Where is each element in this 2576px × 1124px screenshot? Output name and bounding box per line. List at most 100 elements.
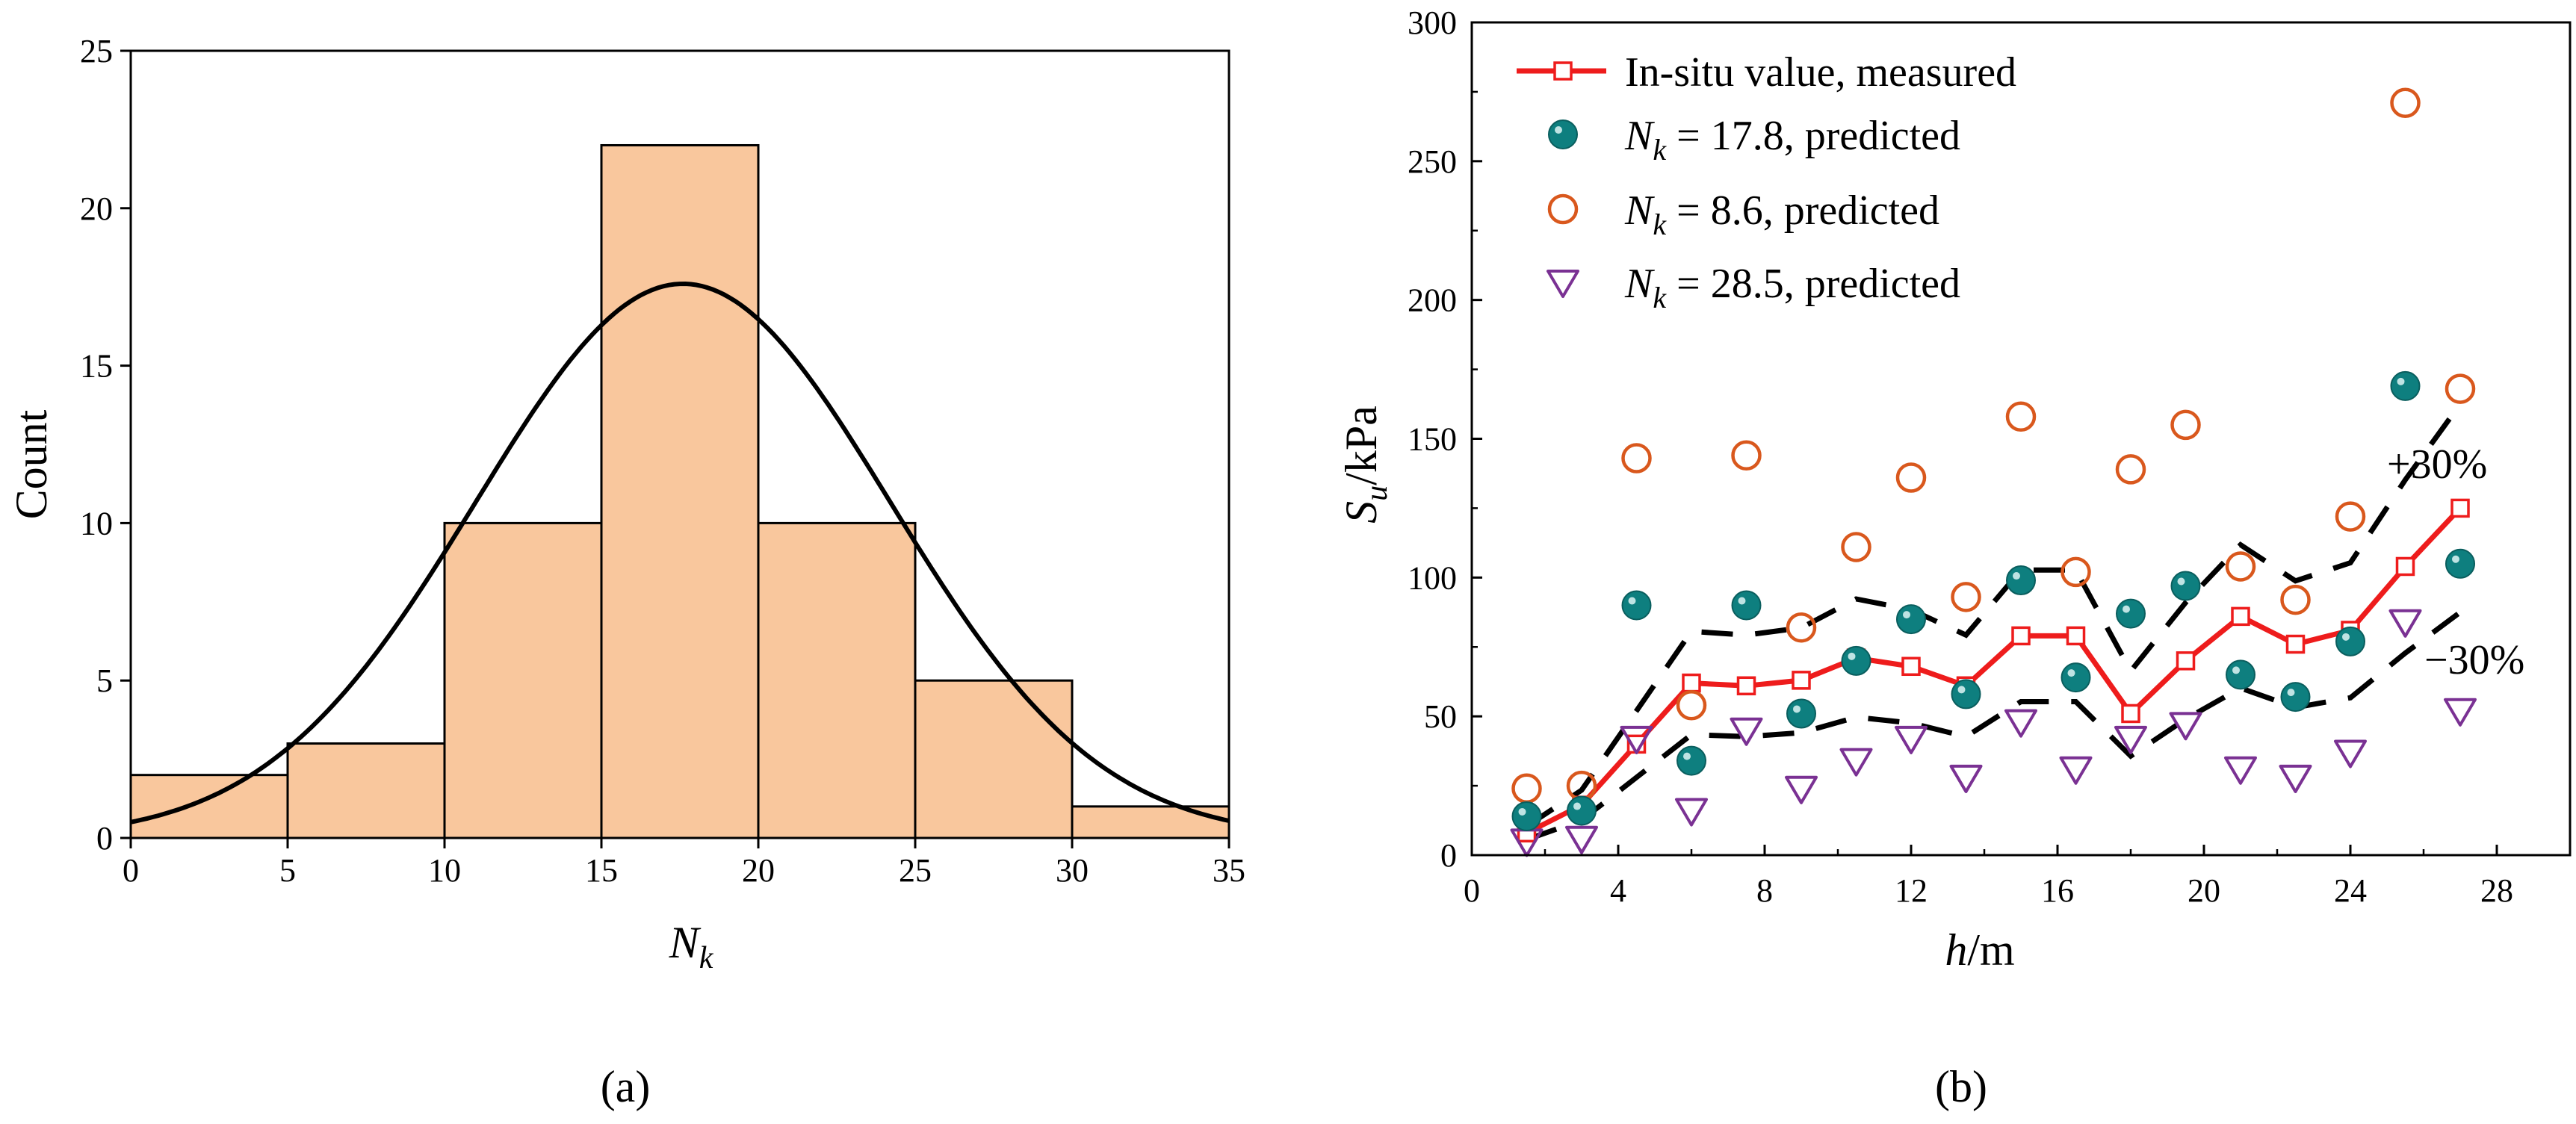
x-tick-label: 20 <box>2188 872 2220 909</box>
data-point <box>2334 739 2367 769</box>
point-highlight <box>1518 807 1526 816</box>
histogram-y-axis-label: Count <box>7 409 56 519</box>
data-point <box>1731 440 1762 471</box>
data-point <box>1901 656 1921 677</box>
panel-label-b: (b) <box>1935 1062 1987 1111</box>
data-point <box>1785 775 1818 804</box>
point-highlight <box>2452 555 2459 563</box>
data-point <box>1511 773 1542 804</box>
x-tick-label: 8 <box>1756 872 1773 909</box>
x-tick-label: 35 <box>1213 852 1245 889</box>
data-point <box>1553 61 1573 81</box>
y-tick-label: 0 <box>96 820 113 857</box>
data-point <box>1896 604 1926 635</box>
point-highlight <box>1903 611 1910 619</box>
histogram-bar <box>443 521 603 839</box>
data-point <box>1730 717 1763 746</box>
histogram-bar <box>286 742 446 839</box>
point-highlight <box>1628 597 1636 605</box>
data-point <box>2390 370 2421 401</box>
point-highlight <box>1793 705 1801 713</box>
y-tick-label: 50 <box>1424 698 1457 735</box>
point-highlight <box>2287 689 2295 697</box>
x-tick-label: 4 <box>1610 872 1626 909</box>
legend-entry: Nk = 17.8, predicted <box>1548 113 1960 167</box>
scatter-y-axis-label: Su/kPa <box>1337 406 1394 524</box>
point-highlight <box>1573 802 1581 810</box>
data-point <box>1839 748 1873 777</box>
point-highlight <box>2123 605 2130 613</box>
data-point <box>2006 565 2036 596</box>
data-point <box>1511 801 1542 831</box>
scatter-x-ticks: 0 4 8 12 16 20 24 28 <box>1464 845 2513 909</box>
point-highlight <box>1555 126 1562 134</box>
scatter-y-ticks: 0 50 100 150 200 250 300 <box>1408 4 1482 874</box>
data-point <box>1676 745 1706 776</box>
data-point <box>2061 556 2091 588</box>
data-point <box>2061 662 2091 693</box>
point-highlight <box>1683 752 1691 760</box>
histogram-x-ticks: 0 5 10 15 20 25 30 35 <box>123 838 1245 889</box>
data-point <box>1676 690 1707 721</box>
x-tick-label: 15 <box>585 852 618 889</box>
data-point <box>1841 645 1871 676</box>
point-highlight <box>2067 669 2075 677</box>
histogram-x-axis-label: Nk <box>669 918 714 975</box>
histogram-bar <box>129 774 289 839</box>
point-highlight <box>2177 577 2185 586</box>
upper-bound-label: +30% <box>2387 441 2487 488</box>
x-tick-label: 0 <box>123 852 139 889</box>
series-predicted <box>1510 609 2477 857</box>
histogram-y-ticks: 0 5 10 15 20 25 <box>80 33 131 857</box>
series-predicted <box>1511 370 2475 831</box>
point-highlight <box>1957 686 1966 694</box>
y-tick-label: 300 <box>1408 4 1457 41</box>
data-point <box>2445 373 2476 404</box>
data-point <box>2170 571 2201 601</box>
histogram-bar <box>914 679 1074 839</box>
histogram-bar <box>757 521 917 839</box>
data-point <box>1895 462 1927 493</box>
data-point <box>1736 676 1756 696</box>
data-point <box>2114 725 2147 754</box>
data-point <box>2280 584 2311 615</box>
data-point <box>2395 556 2415 577</box>
point-highlight <box>2397 377 2405 385</box>
scatter-x-axis-label: h/m <box>1945 925 2014 975</box>
legend-entry: In-situ value, measured <box>1517 49 2016 96</box>
x-tick-label: 25 <box>899 852 932 889</box>
x-tick-label: 20 <box>742 852 775 889</box>
legend-label: Nk = 28.5, predicted <box>1624 261 1960 314</box>
data-point <box>2279 764 2312 793</box>
data-point <box>2169 712 2202 741</box>
data-point <box>1546 270 1579 298</box>
data-point <box>1951 582 1981 612</box>
data-point <box>2115 454 2146 485</box>
point-highlight <box>1738 597 1746 605</box>
data-point <box>1895 725 1928 754</box>
y-tick-label: 25 <box>80 33 113 69</box>
data-point <box>1792 671 1811 690</box>
y-tick-label: 200 <box>1408 282 1457 319</box>
series-predicted <box>1511 87 2476 804</box>
data-point <box>2444 698 2477 727</box>
data-point <box>2335 626 2365 656</box>
x-tick-label: 12 <box>1895 872 1928 909</box>
scatter-legend: In-situ value, measured Nk = 17.8, predic… <box>1517 49 2016 314</box>
data-point <box>2388 609 2422 638</box>
normal-fit-curve <box>130 281 1230 825</box>
data-point <box>2121 704 2140 724</box>
data-point <box>2390 87 2421 119</box>
series-measured <box>1517 498 2470 843</box>
data-point <box>2335 501 2366 532</box>
lower-bound-label: −30% <box>2424 637 2524 683</box>
bound-line <box>1525 402 2462 829</box>
point-highlight <box>1848 652 1856 660</box>
data-point <box>2445 548 2475 579</box>
data-point <box>2225 551 2256 582</box>
data-point <box>1621 443 1652 473</box>
panel-label-a: (a) <box>601 1062 651 1111</box>
data-point <box>2176 651 2196 671</box>
data-point <box>2011 626 2031 646</box>
